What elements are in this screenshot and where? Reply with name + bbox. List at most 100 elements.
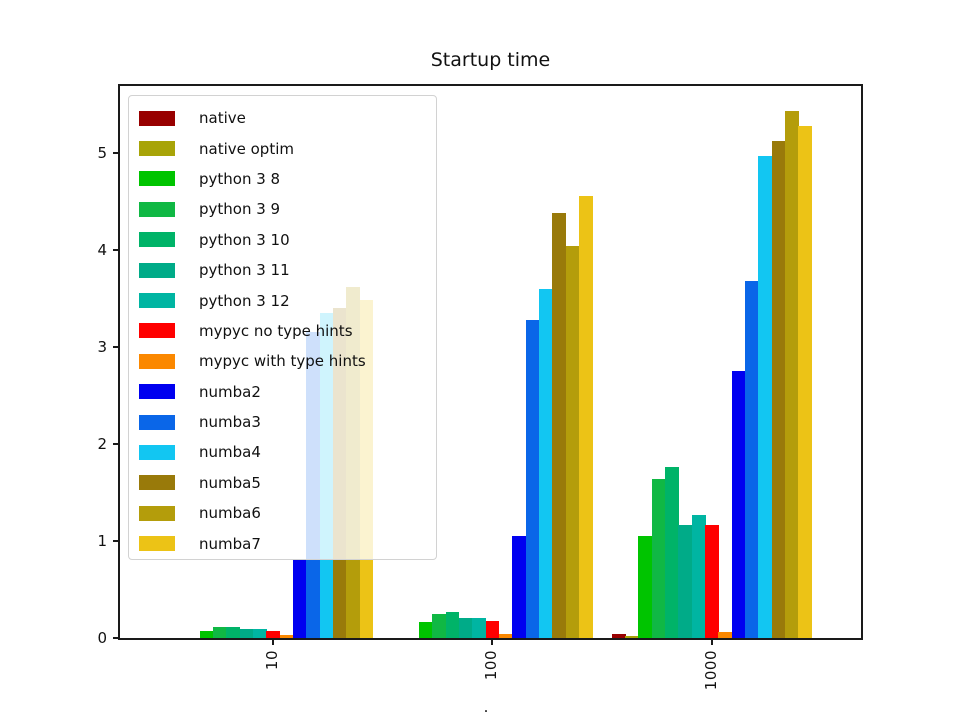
legend-swatch xyxy=(139,353,175,369)
legend-swatch xyxy=(139,505,175,521)
legend-item-label: python 3 9 xyxy=(199,200,281,219)
bar xyxy=(611,634,626,638)
legend-item-label: python 3 8 xyxy=(199,169,281,188)
bar xyxy=(625,636,639,638)
legend-item-label: native xyxy=(199,109,246,128)
legend-swatch xyxy=(139,293,175,309)
y-tick-label: 2 xyxy=(97,435,107,453)
bar xyxy=(784,111,799,638)
bar xyxy=(458,617,473,638)
legend-item-label: numba3 xyxy=(199,413,261,432)
legend-swatch xyxy=(139,444,175,460)
legend-swatch xyxy=(139,384,175,400)
bar xyxy=(638,536,653,638)
legend-item: mypyc with type hints xyxy=(139,346,436,376)
x-tick-label: 100 xyxy=(482,650,501,681)
bar xyxy=(498,634,513,638)
bar xyxy=(252,629,267,638)
bar xyxy=(432,613,447,638)
bar xyxy=(445,611,460,638)
bar xyxy=(578,195,593,638)
bar xyxy=(279,635,294,638)
bar xyxy=(212,627,227,638)
legend-swatch xyxy=(139,110,175,126)
bar xyxy=(418,621,433,638)
legend-item-label: native optim xyxy=(199,139,294,158)
y-tick-label: 1 xyxy=(97,532,107,550)
legend-item: numba6 xyxy=(139,498,436,528)
bar xyxy=(552,213,567,638)
y-tick-mark xyxy=(113,346,120,348)
bar xyxy=(199,631,214,638)
bar xyxy=(292,560,307,638)
x-tick-label: 10 xyxy=(263,650,281,671)
bar xyxy=(731,371,746,638)
x-tick-mark xyxy=(491,638,494,645)
y-tick-label: 0 xyxy=(97,629,107,647)
bar xyxy=(771,141,786,638)
legend-item-label: numba4 xyxy=(199,443,261,462)
chart-title: Startup time xyxy=(430,49,551,71)
legend-item: python 3 8 xyxy=(139,164,436,194)
bar xyxy=(525,319,540,638)
legend-item-label: mypyc no type hints xyxy=(199,321,353,340)
bar xyxy=(678,525,693,638)
bar xyxy=(798,125,813,638)
bar xyxy=(565,246,580,638)
legend-item-label: numba2 xyxy=(199,382,261,401)
bar xyxy=(512,536,527,638)
bar xyxy=(226,627,241,638)
legend-swatch xyxy=(139,323,175,339)
legend-item: python 3 12 xyxy=(139,285,436,315)
legend-swatch xyxy=(139,414,175,430)
bar xyxy=(239,629,254,638)
legend-item-label: python 3 10 xyxy=(199,230,290,249)
legend-swatch xyxy=(139,232,175,248)
legend-item: native xyxy=(139,103,436,133)
legend-item: python 3 11 xyxy=(139,255,436,285)
legend-item: numba2 xyxy=(139,377,436,407)
bar xyxy=(745,281,759,638)
bar xyxy=(651,478,666,638)
legend-item: numba4 xyxy=(139,437,436,467)
legend-item-label: python 3 12 xyxy=(199,291,290,310)
y-tick-label: 4 xyxy=(97,241,107,259)
legend-item: mypyc no type hints xyxy=(139,316,436,346)
legend-item-label: numba5 xyxy=(199,473,261,492)
bar xyxy=(485,620,500,638)
bar xyxy=(705,525,719,638)
bar xyxy=(718,632,733,638)
y-tick-mark xyxy=(113,249,120,251)
y-tick-mark xyxy=(113,637,120,639)
legend-item-label: mypyc with type hints xyxy=(199,352,366,371)
bar xyxy=(538,288,553,638)
legend-swatch xyxy=(139,262,175,278)
legend-item: python 3 10 xyxy=(139,225,436,255)
legend-swatch xyxy=(139,536,175,552)
legend: native native optim python 3 8 python 3 9 py… xyxy=(128,95,437,560)
x-tick-mark xyxy=(272,638,274,645)
y-tick-mark xyxy=(113,540,120,542)
x-tick-label: 1000 xyxy=(701,650,720,691)
x-tick-mark xyxy=(710,638,713,645)
bar xyxy=(691,514,706,638)
legend-item: numba5 xyxy=(139,468,436,498)
legend-item: python 3 9 xyxy=(139,194,436,224)
legend-item: native optim xyxy=(139,133,436,163)
legend-item-label: numba6 xyxy=(199,504,261,523)
legend-item: numba7 xyxy=(139,528,436,558)
y-tick-mark xyxy=(113,443,120,445)
y-tick-mark xyxy=(113,152,120,154)
legend-swatch xyxy=(139,475,175,491)
bar xyxy=(665,467,679,638)
y-tick-label: 3 xyxy=(97,338,107,356)
y-tick-label: 5 xyxy=(97,144,107,162)
bar xyxy=(266,631,281,638)
bar xyxy=(472,617,487,638)
legend-swatch xyxy=(139,141,175,157)
legend-swatch xyxy=(139,171,175,187)
legend-item-label: python 3 11 xyxy=(199,261,290,280)
legend-item: numba3 xyxy=(139,407,436,437)
legend-swatch xyxy=(139,201,175,217)
legend-item-label: numba7 xyxy=(199,534,261,553)
